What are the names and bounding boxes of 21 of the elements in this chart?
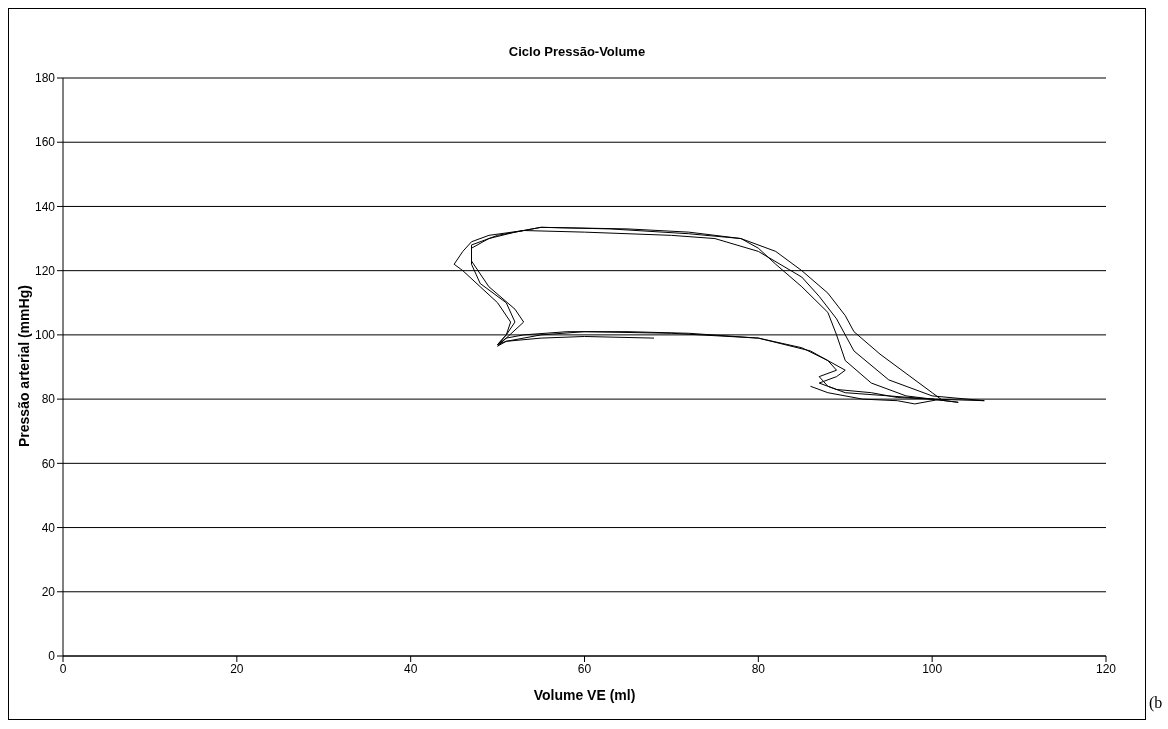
x-tick-label: 40 [403, 661, 418, 676]
y-tick-label: 100 [34, 328, 56, 343]
y-tick-label: 140 [34, 199, 56, 214]
text: (b [1149, 694, 1163, 712]
y-tick-label: 40 [41, 520, 56, 535]
y-tick-label: 180 [34, 71, 56, 86]
y-tick-label: 120 [34, 263, 56, 278]
x-tick-label: 0 [59, 661, 67, 676]
x-tick-label: 100 [922, 661, 943, 676]
y-tick-label: 20 [41, 585, 56, 600]
y-tick-label: 160 [34, 135, 56, 150]
x-tick-label: 120 [1095, 661, 1117, 676]
y-tick-label: 0 [48, 649, 56, 664]
y-tick-label: 80 [41, 392, 56, 407]
x-tick-label: 60 [577, 661, 592, 676]
chart-title: Ciclo Pressão-Volume [507, 44, 647, 59]
x-tick-label: 80 [751, 661, 766, 676]
y-tick-label: 60 [41, 456, 56, 471]
x-tick-label: 20 [230, 661, 244, 676]
x-axis-title: Volume VE (ml) [533, 687, 636, 703]
y-axis-title: Pressão arterial (mmHg) [15, 285, 32, 447]
